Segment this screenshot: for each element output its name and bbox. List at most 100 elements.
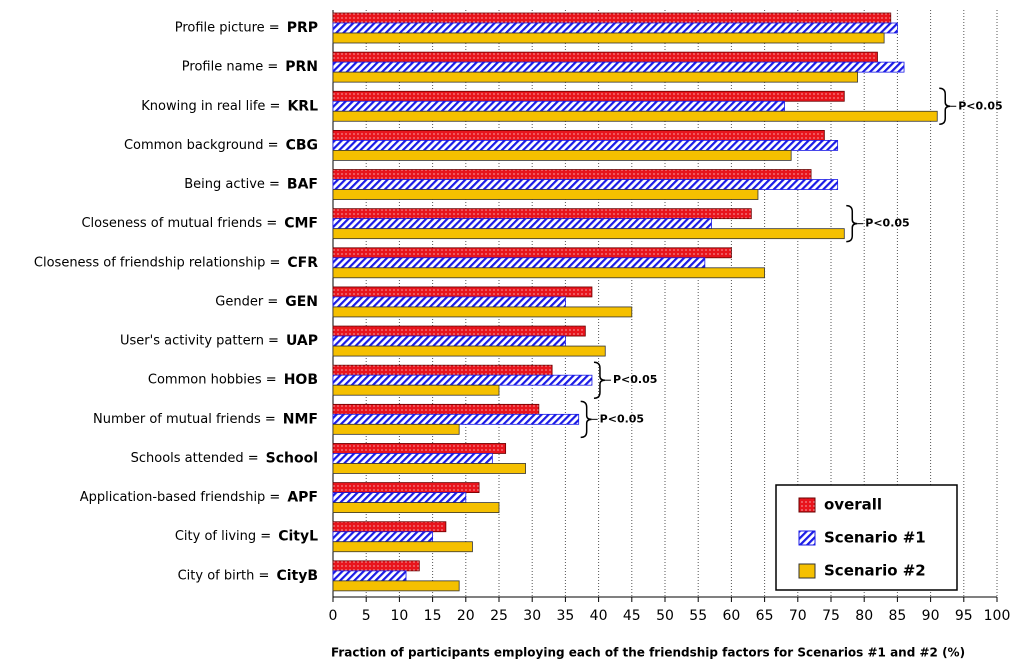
bar bbox=[332, 110, 938, 122]
legend-swatch bbox=[798, 563, 816, 579]
x-tick-label: 85 bbox=[888, 608, 906, 624]
x-tick-label: 45 bbox=[623, 608, 641, 624]
x-tick-label: 40 bbox=[590, 608, 608, 624]
x-tick-label: 20 bbox=[457, 608, 475, 624]
x-tick-label: 60 bbox=[722, 608, 740, 624]
category-label: Common background = bbox=[124, 138, 279, 153]
bar bbox=[332, 139, 839, 151]
category-abbreviation: CMF bbox=[284, 216, 318, 232]
legend-label: Scenario #2 bbox=[824, 562, 926, 580]
legend-swatch bbox=[798, 497, 816, 513]
annotation: P<0.05 bbox=[600, 412, 644, 425]
bar bbox=[332, 149, 792, 161]
bar bbox=[332, 403, 540, 415]
category-label: Profile name = bbox=[182, 60, 278, 75]
x-tick-label: 90 bbox=[922, 608, 940, 624]
legend-label: overall bbox=[824, 496, 882, 514]
bar bbox=[332, 61, 905, 73]
x-tick-label: 80 bbox=[855, 608, 873, 624]
bar bbox=[332, 286, 593, 298]
bar bbox=[332, 423, 460, 435]
category-abbreviation: NMF bbox=[283, 411, 318, 427]
bar bbox=[332, 335, 566, 347]
x-tick-label: 65 bbox=[756, 608, 774, 624]
x-tick-label: 75 bbox=[822, 608, 840, 624]
bracket bbox=[593, 361, 605, 399]
bar bbox=[332, 247, 732, 259]
bar bbox=[332, 32, 885, 44]
annotation: P<0.05 bbox=[865, 217, 909, 230]
x-tick-label: 95 bbox=[955, 608, 973, 624]
category-label: Common hobbies = bbox=[148, 373, 277, 388]
legend-swatch bbox=[798, 530, 816, 546]
x-tick-label: 25 bbox=[490, 608, 508, 624]
bar bbox=[332, 100, 785, 112]
bar bbox=[332, 325, 586, 337]
bar bbox=[332, 413, 580, 425]
bar bbox=[332, 169, 812, 180]
bar bbox=[332, 208, 752, 220]
bar bbox=[332, 443, 507, 454]
bar bbox=[332, 345, 606, 357]
bar bbox=[332, 502, 500, 514]
bar bbox=[332, 306, 633, 318]
category-label: Gender = bbox=[215, 294, 278, 309]
bar bbox=[332, 521, 447, 533]
bar bbox=[332, 71, 858, 83]
category-label: City of birth = bbox=[178, 568, 270, 583]
bar bbox=[332, 129, 825, 141]
bar bbox=[332, 463, 526, 474]
category-abbreviation: PRP bbox=[287, 20, 318, 36]
bar bbox=[332, 531, 433, 543]
bar bbox=[332, 364, 553, 376]
bar bbox=[332, 374, 593, 386]
category-abbreviation: GEN bbox=[285, 294, 318, 310]
category-label: Knowing in real life = bbox=[141, 99, 280, 114]
bar bbox=[332, 492, 467, 504]
bracket bbox=[939, 87, 951, 126]
bar bbox=[332, 218, 712, 230]
category-abbreviation: School bbox=[266, 450, 318, 466]
category-label: City of living = bbox=[175, 529, 271, 544]
x-tick-label: 30 bbox=[523, 608, 541, 624]
category-label: Profile picture = bbox=[175, 21, 280, 36]
bar bbox=[332, 51, 878, 63]
category-label: Closeness of mutual friends = bbox=[81, 216, 277, 231]
bar bbox=[332, 12, 892, 24]
category-abbreviation: KRL bbox=[287, 98, 318, 114]
bar bbox=[332, 580, 460, 592]
category-abbreviation: CFR bbox=[287, 255, 318, 271]
bar bbox=[332, 482, 480, 494]
x-tick-label: 5 bbox=[362, 608, 371, 624]
category-label: Number of mutual friends = bbox=[93, 412, 276, 427]
annotation: P<0.05 bbox=[958, 99, 1002, 112]
category-label: Being active = bbox=[184, 177, 280, 192]
bar bbox=[332, 560, 420, 572]
category-label: Closeness of friendship relationship = bbox=[34, 255, 280, 270]
x-tick-label: 55 bbox=[689, 608, 707, 624]
legend-label: Scenario #1 bbox=[824, 529, 926, 547]
bar bbox=[332, 384, 500, 396]
x-axis-title: Fraction of participants employing each … bbox=[331, 646, 965, 660]
bar bbox=[332, 257, 706, 269]
category-abbreviation: UAP bbox=[286, 333, 318, 349]
bracket bbox=[580, 400, 592, 439]
category-label: Application-based friendship = bbox=[80, 490, 281, 505]
x-tick-label: 0 bbox=[329, 608, 338, 624]
x-tick-label: 10 bbox=[390, 608, 408, 624]
bar bbox=[332, 541, 473, 553]
bar bbox=[332, 570, 407, 582]
bar bbox=[332, 90, 845, 102]
bar bbox=[332, 189, 759, 200]
bar bbox=[332, 22, 898, 34]
category-abbreviation: BAF bbox=[287, 177, 318, 193]
category-abbreviation: APF bbox=[287, 490, 318, 506]
bar bbox=[332, 267, 766, 279]
bar bbox=[332, 296, 566, 308]
annotation: P<0.05 bbox=[613, 373, 657, 386]
x-tick-label: 35 bbox=[556, 608, 574, 624]
category-abbreviation: CBG bbox=[286, 137, 318, 153]
bar bbox=[332, 179, 839, 190]
bar bbox=[332, 228, 845, 240]
